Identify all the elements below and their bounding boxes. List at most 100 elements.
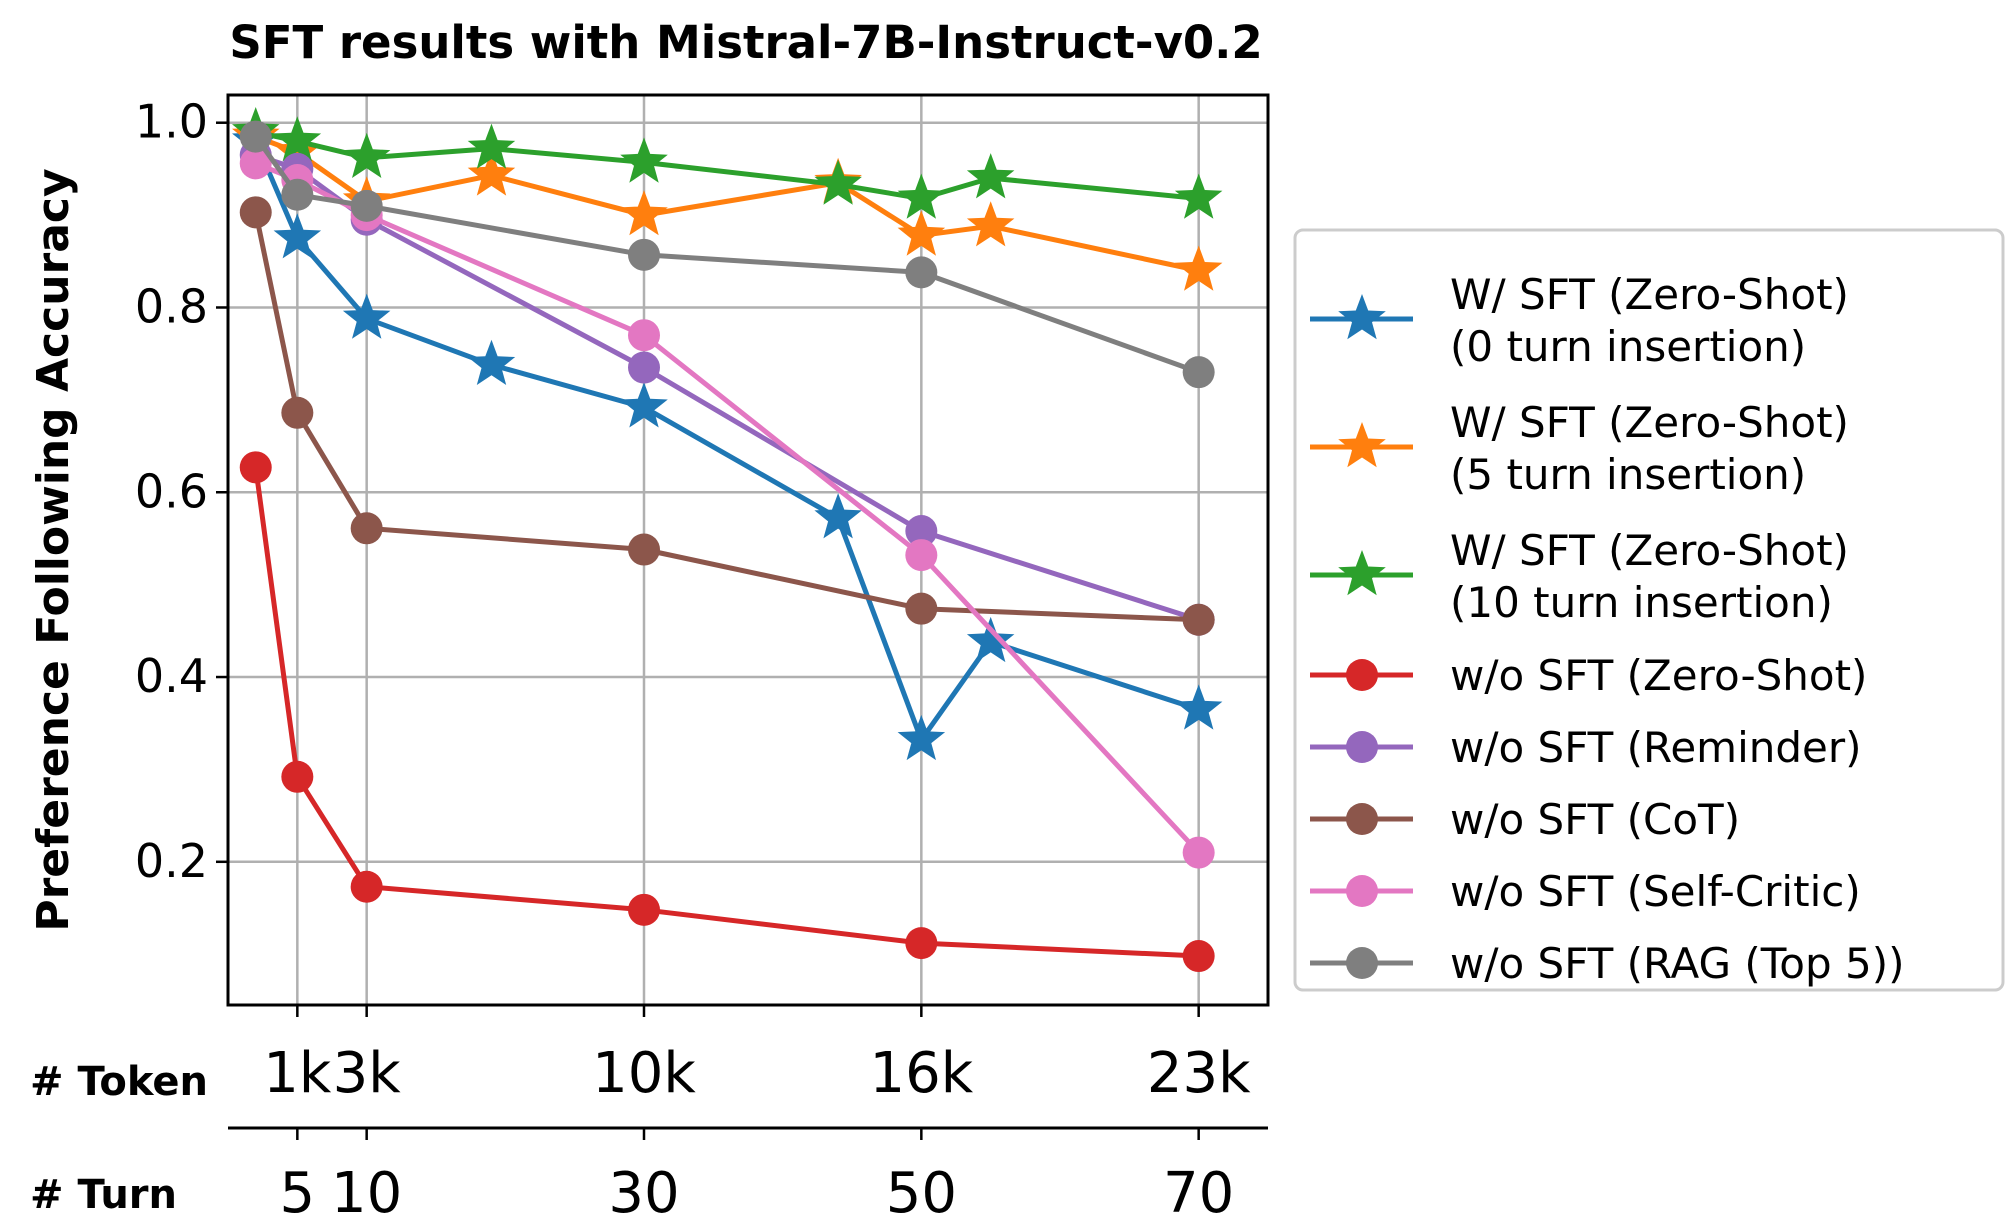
y-axis-label: Preference Following Accuracy — [28, 168, 79, 931]
token-tick-label: 23k — [1147, 1041, 1251, 1106]
series-line — [253, 466, 1199, 959]
data-point — [1174, 245, 1223, 291]
data-point — [905, 515, 938, 548]
data-point — [814, 159, 862, 205]
token-axis-label: # Token — [30, 1059, 208, 1105]
legend-label: w/o SFT (Zero-Shot) — [1450, 651, 1867, 700]
series-line — [253, 211, 1199, 623]
data-point — [467, 123, 516, 169]
data-point — [620, 382, 668, 428]
series-line — [254, 161, 1201, 855]
y-tick-label: 0.2 — [135, 834, 208, 888]
turn-tick-label: 10 — [331, 1161, 402, 1224]
data-point — [905, 592, 938, 625]
legend-label: W/ SFT (Zero-Shot) (0 turn insertion) — [1450, 270, 1849, 371]
data-point — [467, 339, 516, 385]
legend: W/ SFT (Zero-Shot) (0 turn insertion) W/ S… — [1293, 228, 2005, 992]
data-point — [1174, 684, 1223, 730]
legend-label: W/ SFT (Zero-Shot) (10 turn insertion) — [1450, 526, 1849, 627]
data-point — [281, 760, 314, 793]
y-axis: 0.2 0.4 0.6 0.8 1.0 — [135, 95, 228, 888]
series-lines — [232, 107, 1223, 973]
data-point — [350, 512, 383, 545]
token-tick-label: 3k — [333, 1041, 402, 1106]
legend-entry: w/o SFT (Self-Critic) — [1310, 867, 1861, 916]
data-point — [897, 173, 946, 219]
legend-entry: w/o SFT (RAG (Top 5)) — [1310, 939, 1905, 988]
plot-frame — [226, 93, 1270, 1007]
series-5 — [239, 196, 1215, 636]
data-point — [620, 137, 668, 183]
legend-swatch-marker — [1338, 422, 1386, 468]
data-point — [350, 189, 383, 222]
legend-entry: W/ SFT (Zero-Shot) (0 turn insertion) — [1310, 270, 1849, 371]
data-point — [628, 893, 660, 926]
data-point — [467, 150, 516, 196]
data-point — [1174, 173, 1223, 219]
legend-box — [1293, 228, 2005, 992]
turn-tick-label: 30 — [608, 1161, 679, 1224]
y-tick-label: 0.4 — [135, 649, 208, 703]
legend-entry: W/ SFT (Zero-Shot) (10 turn insertion) — [1310, 526, 1849, 627]
data-point — [239, 120, 272, 153]
data-point — [1182, 603, 1215, 636]
data-point — [628, 351, 660, 384]
data-point — [350, 870, 383, 903]
series-line — [254, 152, 1200, 623]
y-tick-label: 1.0 — [135, 95, 208, 149]
turn-tick-label: 5 — [280, 1161, 316, 1224]
legend-entry: W/ SFT (Zero-Shot) (5 turn insertion) — [1310, 398, 1849, 499]
legend-swatch-marker — [1346, 659, 1378, 691]
data-point — [905, 256, 938, 289]
data-point — [239, 147, 272, 180]
legend-swatch-marker — [1338, 550, 1386, 596]
data-point — [966, 201, 1015, 247]
legend-label: w/o SFT (Reminder) — [1450, 723, 1862, 772]
legend-label: w/o SFT (Self-Critic) — [1450, 867, 1861, 916]
legend-swatch-marker — [1346, 731, 1378, 763]
data-point — [905, 927, 938, 960]
legend-swatch-marker — [1338, 294, 1386, 340]
data-point — [628, 319, 660, 352]
data-point — [342, 132, 391, 178]
data-point — [905, 539, 938, 572]
series-3 — [239, 451, 1215, 973]
data-point — [628, 238, 660, 271]
turn-tick-label: 70 — [1163, 1161, 1234, 1224]
series-7 — [239, 120, 1215, 389]
data-point — [620, 190, 668, 236]
data-point — [239, 196, 272, 229]
token-tick-label: 16k — [869, 1041, 973, 1106]
turn-tick-label: 50 — [886, 1161, 957, 1224]
data-point — [273, 116, 322, 162]
data-point — [1182, 356, 1215, 389]
data-point — [281, 396, 314, 429]
y-tick-label: 0.6 — [135, 464, 208, 518]
token-tick-label: 1k — [263, 1041, 332, 1106]
turn-axis-label: # Turn — [30, 1172, 177, 1218]
data-point — [239, 451, 272, 484]
legend-swatch-marker — [1346, 947, 1378, 979]
legend-entry: w/o SFT (Zero-Shot) — [1310, 651, 1867, 700]
data-point — [342, 293, 391, 339]
data-point — [897, 210, 946, 256]
legend-label: w/o SFT (CoT) — [1450, 795, 1740, 844]
legend-entry: w/o SFT (CoT) — [1310, 795, 1740, 844]
series-line — [255, 129, 1199, 201]
legend-swatch-marker — [1346, 875, 1378, 907]
token-tick-label: 10k — [592, 1041, 696, 1106]
legend-entry: w/o SFT (Reminder) — [1310, 723, 1862, 772]
legend-label: W/ SFT (Zero-Shot) (5 turn insertion) — [1450, 398, 1849, 499]
data-point — [1182, 836, 1215, 869]
series-4 — [239, 139, 1215, 636]
data-point — [281, 178, 314, 211]
data-point — [1182, 940, 1215, 973]
data-point — [814, 493, 862, 539]
x-axes: # Token 1k 3k 10k 16k 23k # Turn 5 10 30 50 70 — [30, 1005, 1268, 1224]
series-6 — [239, 147, 1215, 869]
data-point — [273, 213, 322, 259]
data-point — [966, 616, 1015, 663]
legend-label: w/o SFT (RAG (Top 5)) — [1450, 939, 1905, 988]
data-point — [897, 714, 946, 761]
